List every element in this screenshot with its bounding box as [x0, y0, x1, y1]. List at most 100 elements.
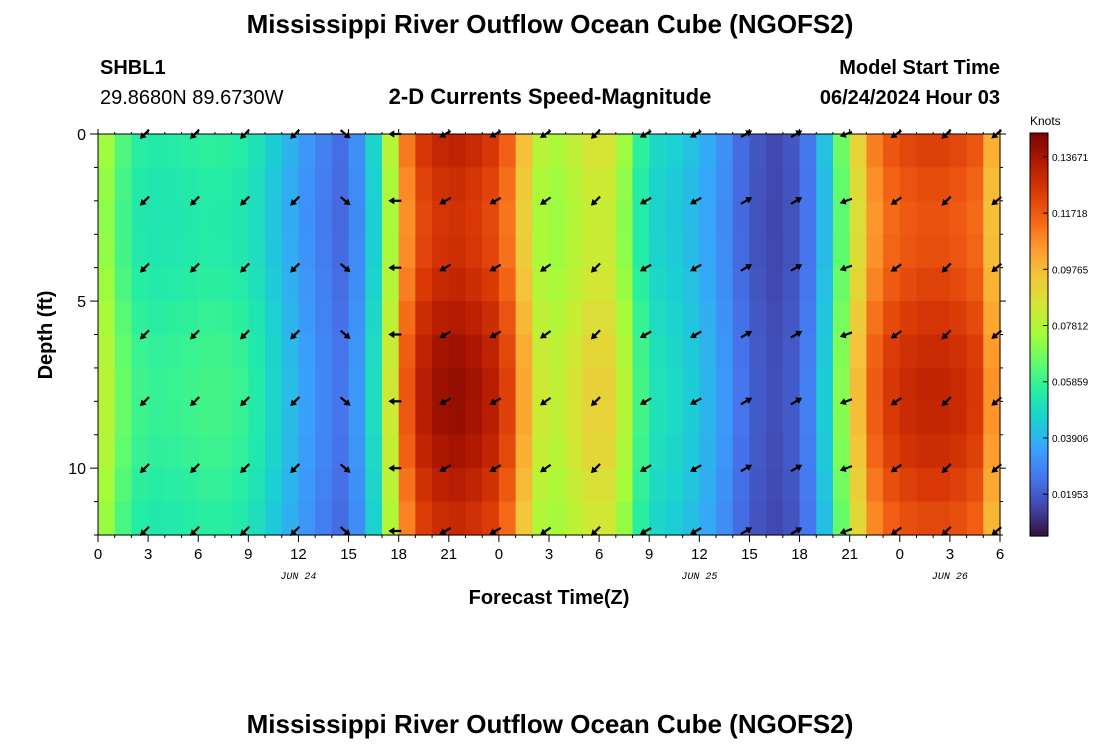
heatmap-cell [599, 167, 617, 202]
direction-arrow [240, 463, 251, 474]
direction-arrow [941, 525, 952, 536]
direction-arrow [740, 397, 753, 406]
heatmap-cell [281, 234, 300, 269]
heatmap-cell [949, 401, 968, 436]
heatmap-cell [883, 334, 901, 369]
heatmap-cell [916, 501, 934, 536]
heatmap-cell [415, 367, 433, 402]
heatmap-cell [949, 434, 968, 469]
heatmap-cell [615, 301, 634, 336]
heatmap-cell [816, 267, 834, 302]
x-tick-label: 6 [595, 546, 603, 563]
heatmap-cell [549, 401, 567, 436]
direction-arrow [388, 527, 402, 535]
heatmap-cell [381, 468, 400, 503]
heatmap-cell [214, 334, 233, 369]
heatmap-cell [465, 200, 483, 235]
heatmap-cell [365, 234, 383, 269]
heatmap-cell [482, 434, 500, 469]
heatmap-cell [849, 367, 867, 402]
heatmap-cell [465, 434, 483, 469]
heatmap-cell [432, 167, 450, 202]
heatmap-cell [231, 234, 249, 269]
heatmap-cell [766, 267, 784, 302]
heatmap-cell [415, 401, 433, 436]
heatmap-cell [532, 234, 550, 269]
heatmap-cell [632, 434, 650, 469]
direction-arrow [890, 330, 902, 339]
heatmap-cell [549, 367, 567, 402]
direction-arrow [240, 525, 251, 536]
heatmap-cell [749, 134, 767, 169]
direction-arrow [240, 195, 251, 206]
heatmap-cell [866, 501, 884, 536]
direction-arrow [489, 464, 502, 472]
heatmap-cell [799, 401, 817, 436]
heatmap-cell [549, 267, 567, 302]
y-axis-label: Depth (ft) [35, 291, 57, 380]
heatmap-cell [883, 401, 901, 436]
heatmap-cell [682, 267, 700, 302]
direction-arrow [189, 329, 200, 340]
heatmap-cell [214, 434, 233, 469]
direction-arrow [740, 527, 753, 535]
colorbar-tick-label: 0.05859 [1052, 378, 1089, 389]
heatmap-cell [532, 200, 550, 235]
heatmap-cell [398, 501, 416, 536]
heatmap-cell [131, 367, 149, 402]
direction-arrow [489, 330, 502, 339]
heatmap-cell [181, 434, 199, 469]
heatmap-cell [565, 301, 583, 336]
heatmap-cell [599, 267, 617, 302]
heatmap-cell [799, 334, 817, 369]
direction-arrow [590, 329, 601, 340]
heatmap-cell [265, 200, 283, 235]
heatmap-cell [198, 200, 216, 235]
heatmap-cell [716, 167, 734, 202]
heatmap-cell [565, 334, 583, 369]
direction-arrow [240, 329, 251, 340]
x-tick-label: 18 [390, 546, 407, 563]
x-tick-label: 0 [495, 546, 503, 563]
heatmap-cell [649, 434, 667, 469]
heatmap-cell [114, 434, 132, 469]
direction-arrow [388, 397, 402, 405]
heatmap-cell [749, 367, 767, 402]
heatmap-cell [315, 134, 333, 169]
heatmap-cell [114, 167, 132, 202]
direction-arrow [839, 331, 853, 339]
heatmap-cell [365, 134, 383, 169]
heatmap-cell [766, 367, 784, 402]
heatmap-cell [181, 501, 199, 536]
heatmap-cell [716, 367, 734, 402]
heatmap-cell [532, 267, 550, 302]
heatmap-cell [599, 234, 617, 269]
heatmap-cell [331, 301, 350, 336]
x-date-label: JUN 25 [681, 572, 717, 583]
heatmap-cell [883, 234, 901, 269]
heatmap-cell [716, 234, 734, 269]
heatmap-cell [164, 367, 183, 402]
heatmap-cell [716, 334, 734, 369]
heatmap-cell [181, 301, 199, 336]
heatmap-cell [365, 401, 383, 436]
heatmap-cell [498, 167, 517, 202]
heatmap-cell [916, 367, 934, 402]
heatmap-cell [816, 167, 834, 202]
heatmap-cell [515, 234, 533, 269]
heatmap-cell [148, 234, 166, 269]
heatmap-cell [448, 334, 467, 369]
heatmap-cell [732, 267, 751, 302]
heatmap-cell [231, 434, 249, 469]
heatmap-cell [615, 200, 634, 235]
heatmap-cell [331, 434, 350, 469]
heatmap-cell [682, 167, 700, 202]
colorbar: 0.13671 0.11718 0.09765 0.07812 0.05859 0.039… [1029, 132, 1089, 537]
heatmap-cell [966, 267, 984, 302]
heatmap-cell [949, 200, 968, 235]
direction-arrow [489, 263, 502, 272]
direction-arrow [689, 196, 702, 205]
heatmap-cell [933, 301, 951, 336]
heatmap-cell [131, 468, 149, 503]
heatmap-cell [381, 200, 400, 235]
